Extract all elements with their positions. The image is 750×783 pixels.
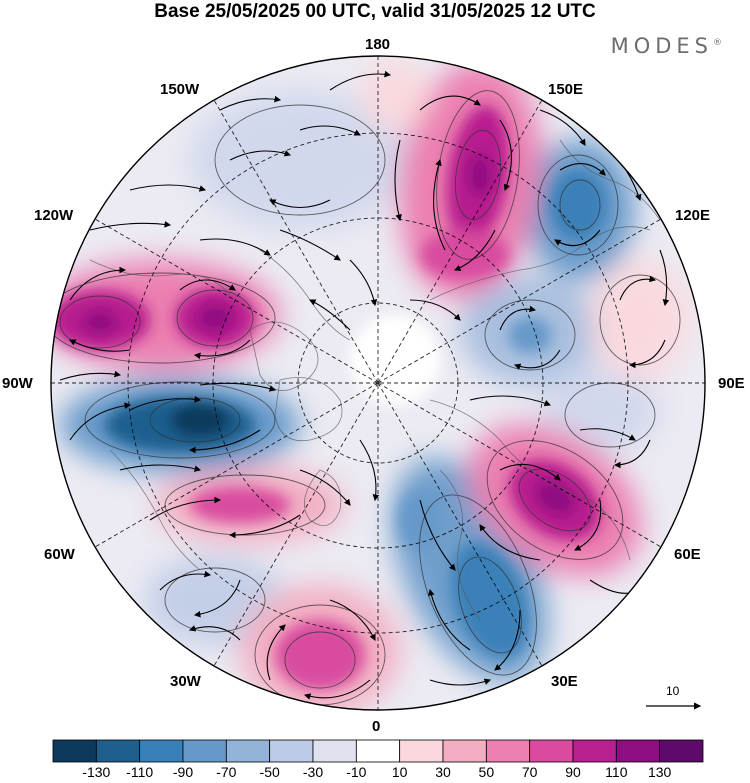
anomaly-field <box>51 56 705 710</box>
graticule <box>51 56 705 710</box>
colorbar-swatch <box>269 739 314 763</box>
wind-vectors <box>59 70 670 700</box>
colorbar-swatch <box>312 739 357 763</box>
colorbar <box>52 739 704 763</box>
colorbar-tick-label: 130 <box>647 764 672 780</box>
lon-label-60w: 60W <box>44 546 75 563</box>
colorbar-swatch <box>182 739 227 763</box>
colorbar-tick-label: 30 <box>435 764 451 780</box>
registered-mark: ® <box>713 38 722 48</box>
colorbar-swatch <box>399 739 444 763</box>
colorbar-swatch <box>529 739 574 763</box>
colorbar-tick-label: -90 <box>172 764 194 780</box>
colorbar-swatch <box>615 739 661 763</box>
lon-label-90e: 90E <box>718 375 745 392</box>
colorbar-swatch <box>225 739 271 763</box>
chart-title: Base 25/05/2025 00 UTC, valid 31/05/2025… <box>154 1 596 22</box>
colorbar-swatch <box>139 739 184 763</box>
colorbar-tick-label: -10 <box>346 764 367 780</box>
lon-label-90w: 90W <box>2 375 33 392</box>
lon-label-120e: 120E <box>675 207 711 224</box>
lon-label-150w: 150W <box>160 81 200 98</box>
colorbar-tick-label: -70 <box>216 764 237 780</box>
colorbar-swatch <box>52 739 97 763</box>
map-boundary <box>50 55 706 711</box>
colorbar-tick-label: -50 <box>259 764 280 780</box>
colorbar-swatch <box>572 739 617 763</box>
lon-label-30e: 30E <box>551 673 578 690</box>
lon-label-180: 180 <box>365 36 391 53</box>
colorbar-swatch <box>659 739 704 763</box>
colorbar-tick-label: -130 <box>82 764 111 780</box>
colorbar-swatch <box>442 739 487 763</box>
vector-scale-value: 10 <box>666 684 680 698</box>
colorbar-tick-label: -30 <box>302 764 324 780</box>
colorbar-swatch <box>95 739 141 763</box>
colorbar-tick-label: 90 <box>565 764 581 780</box>
colorbar-tick-label: -110 <box>126 764 154 780</box>
lon-label-120w: 120W <box>34 207 74 224</box>
lon-label-60e: 60E <box>674 546 701 563</box>
colorbar-tick-label: 10 <box>391 764 408 780</box>
brand-text: MODES <box>610 34 713 58</box>
colorbar-swatch <box>355 739 401 763</box>
lon-label-0: 0 <box>372 718 381 735</box>
colorbar-tick-label: 50 <box>478 764 495 780</box>
lon-label-150e: 150E <box>548 81 584 98</box>
modes-logo: MODES® <box>611 34 722 58</box>
colorbar-swatch <box>485 739 531 763</box>
colorbar-tick-label: 70 <box>521 764 538 780</box>
colorbar-tick-label: 110 <box>605 764 628 780</box>
lon-label-30w: 30W <box>170 673 201 690</box>
